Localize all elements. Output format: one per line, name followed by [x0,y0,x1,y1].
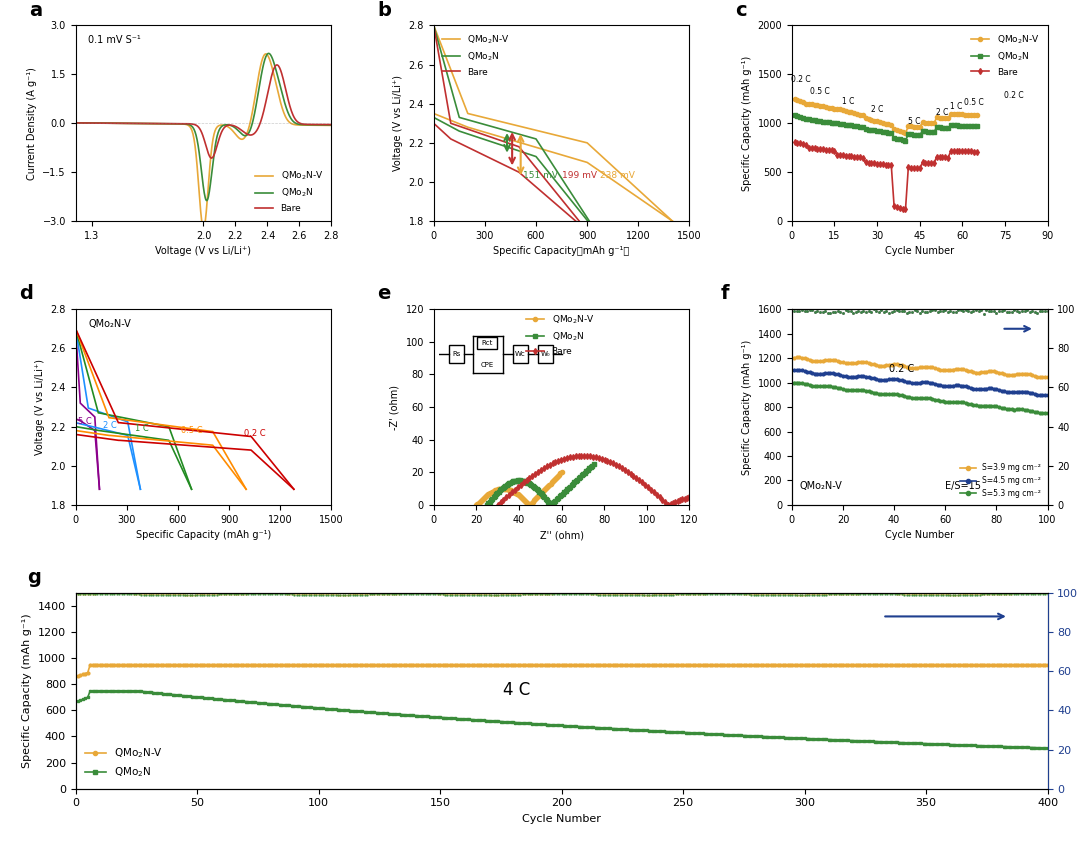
Text: E/S=15: E/S=15 [945,481,982,491]
Text: g: g [27,568,41,587]
X-axis label: Cycle Number: Cycle Number [886,530,955,540]
Text: 0.5 C: 0.5 C [810,86,831,96]
Y-axis label: Voltage (V vs Li/Li⁺): Voltage (V vs Li/Li⁺) [35,359,45,455]
Legend: QMo$_2$N-V, QMo$_2$N, Bare: QMo$_2$N-V, QMo$_2$N, Bare [252,166,327,216]
Text: 1 C: 1 C [950,102,963,110]
Y-axis label: Specific Capacity (mAh g⁻¹): Specific Capacity (mAh g⁻¹) [23,613,32,768]
Text: 2 C: 2 C [870,104,883,114]
Text: 1 C: 1 C [842,97,855,106]
Text: 2 C: 2 C [936,109,948,117]
Y-axis label: Current Density (A g⁻¹): Current Density (A g⁻¹) [27,67,37,180]
Legend: QMo$_2$N-V, QMo$_2$N: QMo$_2$N-V, QMo$_2$N [81,742,167,784]
Text: 5 C: 5 C [908,117,920,126]
Text: QMo₂N-V: QMo₂N-V [799,481,842,491]
Y-axis label: -Z' (ohm): -Z' (ohm) [390,384,400,430]
Text: 5 C: 5 C [78,416,92,426]
Text: b: b [377,1,391,20]
Text: 238 mV: 238 mV [600,171,635,180]
Text: e: e [377,284,391,304]
X-axis label: Specific Capacity (mAh g⁻¹): Specific Capacity (mAh g⁻¹) [136,530,271,540]
Text: 0.5 C: 0.5 C [180,427,202,436]
Text: QMo₂N-V: QMo₂N-V [89,319,131,329]
Legend: QMo$_2$N-V, QMo$_2$N, Bare: QMo$_2$N-V, QMo$_2$N, Bare [968,30,1043,81]
Text: 4 C: 4 C [503,681,530,699]
Y-axis label: Specific Capacity (mAh g⁻¹): Specific Capacity (mAh g⁻¹) [742,56,752,191]
Legend: S=3.9 mg cm⁻², S=4.5 mg cm⁻², S=5.3 mg cm⁻²: S=3.9 mg cm⁻², S=4.5 mg cm⁻², S=5.3 mg c… [957,460,1043,501]
Legend: QMo$_2$N-V, QMo$_2$N, Bare: QMo$_2$N-V, QMo$_2$N, Bare [438,30,513,81]
Text: 0.5 C: 0.5 C [963,98,984,107]
X-axis label: Voltage (V vs Li/Li⁺): Voltage (V vs Li/Li⁺) [156,247,252,256]
Text: 0.2 C: 0.2 C [791,75,810,84]
Text: c: c [735,1,747,20]
Text: a: a [29,1,43,20]
X-axis label: Specific Capacity（mAh g⁻¹）: Specific Capacity（mAh g⁻¹） [494,247,630,256]
X-axis label: Cycle Number: Cycle Number [886,247,955,256]
Text: 0.2 C: 0.2 C [244,429,266,438]
Y-axis label: Voltage (V vs Li/Li⁺): Voltage (V vs Li/Li⁺) [393,75,403,171]
Text: d: d [19,284,33,304]
Text: 0.2 C: 0.2 C [1003,91,1024,100]
Text: 151 mV: 151 mV [523,171,562,180]
Legend: QMo$_2$N-V, QMo$_2$N, Bare: QMo$_2$N-V, QMo$_2$N, Bare [523,310,598,360]
X-axis label: Z'' (ohm): Z'' (ohm) [540,530,583,540]
Text: 0.1 mV S⁻¹: 0.1 mV S⁻¹ [89,36,141,45]
Text: 1 C: 1 C [135,423,149,432]
Text: 0.2 C: 0.2 C [889,364,915,374]
X-axis label: Cycle Number: Cycle Number [522,814,602,824]
Text: 2 C: 2 C [103,421,117,430]
Y-axis label: Specific Capacity (mAh g⁻¹): Specific Capacity (mAh g⁻¹) [742,339,752,475]
Text: f: f [720,284,729,304]
Text: 199 mV: 199 mV [562,171,599,180]
